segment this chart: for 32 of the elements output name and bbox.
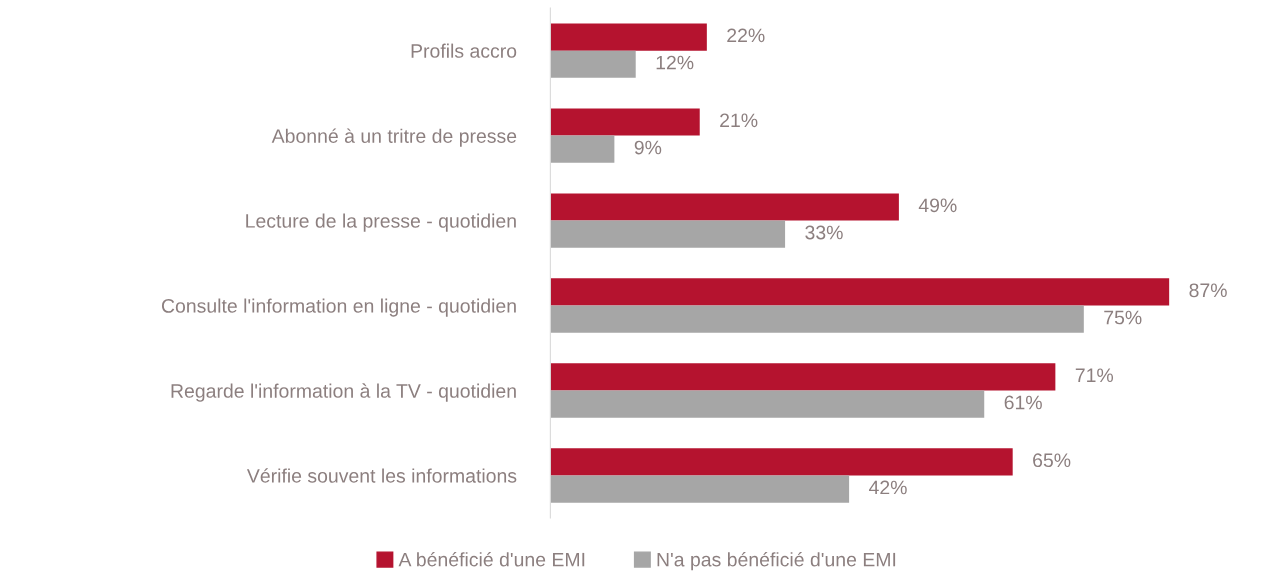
y-tick-label: Abonné à un tritre de presse bbox=[271, 128, 517, 147]
bar bbox=[550, 390, 985, 418]
data-label: 12% bbox=[656, 55, 694, 70]
data-label: 75% bbox=[1104, 310, 1142, 325]
bar bbox=[550, 135, 615, 163]
data-label: 22% bbox=[727, 28, 765, 43]
legend-label: N'a pas bénéficié d'une EMI bbox=[657, 551, 896, 571]
legend-label: A bénéficié d'une EMI bbox=[398, 551, 585, 567]
data-label: 33% bbox=[805, 225, 843, 240]
bar bbox=[550, 448, 1013, 476]
y-tick-label: Lecture de la presse - quotidien bbox=[246, 213, 516, 232]
bar bbox=[550, 363, 1056, 391]
bar bbox=[550, 108, 700, 136]
bar bbox=[550, 278, 1170, 306]
y-tick-label: Regarde l'information à la TV - quotidien bbox=[171, 383, 516, 402]
data-label: 61% bbox=[1004, 395, 1042, 410]
data-label: 42% bbox=[868, 480, 907, 495]
data-label: 71% bbox=[1075, 368, 1114, 383]
bar bbox=[550, 23, 707, 51]
data-label: 9% bbox=[634, 140, 662, 155]
bar bbox=[550, 220, 786, 248]
data-label: 65% bbox=[1033, 453, 1071, 468]
y-tick-label: Consulte l'information en ligne - quotidien bbox=[161, 298, 516, 317]
data-label: 49% bbox=[918, 198, 957, 213]
bar bbox=[550, 50, 636, 78]
bar bbox=[550, 475, 850, 503]
bar bbox=[550, 305, 1084, 333]
y-tick-label: Profils accro bbox=[411, 43, 517, 58]
data-label: 87% bbox=[1189, 283, 1227, 298]
bar bbox=[550, 193, 899, 221]
y-tick-label: Vérifie souvent les informations bbox=[246, 468, 517, 483]
data-label: 21% bbox=[720, 113, 758, 128]
